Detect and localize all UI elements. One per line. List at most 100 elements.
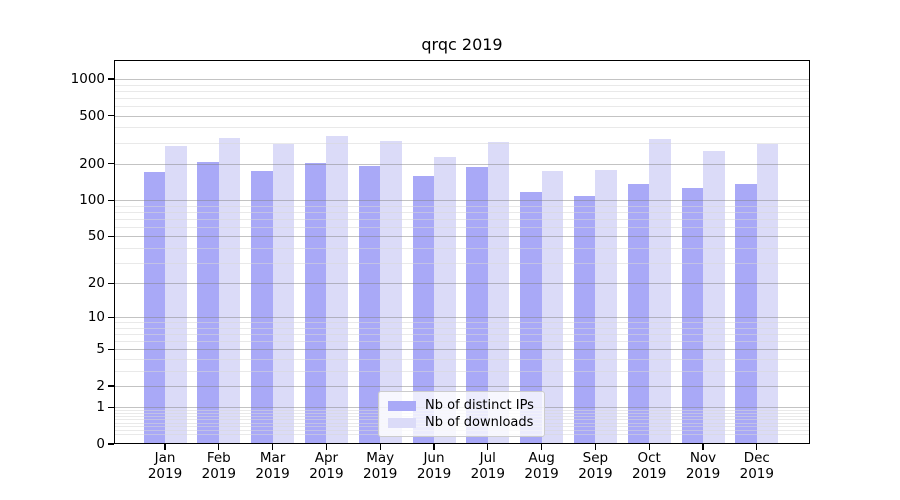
x-tick-year: 2019: [255, 465, 290, 482]
major-gridline: [115, 236, 809, 238]
x-tick-label: Oct 2019: [632, 450, 666, 482]
minor-gridline: [115, 90, 809, 92]
x-tick-label: Mar 2019: [255, 450, 290, 482]
minor-gridline: [115, 97, 809, 99]
legend-label-downloads: Nb of downloads: [425, 415, 534, 430]
x-tick-mark: [540, 444, 543, 450]
x-tick-label: Dec 2019: [739, 450, 774, 482]
minor-gridline: [115, 226, 809, 228]
minor-gridline: [115, 127, 809, 129]
major-gridline: [115, 115, 809, 117]
x-tick-mark: [271, 444, 274, 450]
y-tick-label: 2: [96, 377, 105, 394]
x-tick-month: Jun: [423, 450, 445, 466]
bar-distinct-ips-dec: [735, 184, 757, 444]
minor-gridline: [115, 205, 809, 207]
x-tick-label: Jun 2019: [416, 450, 452, 482]
x-tick-mark: [648, 444, 650, 450]
y-tick-mark: [108, 235, 114, 237]
x-tick-mark: [433, 444, 435, 450]
x-tick-year: 2019: [524, 465, 559, 482]
x-tick-year: 2019: [416, 465, 452, 482]
x-tick-year: 2019: [739, 465, 774, 482]
minor-gridline: [115, 359, 809, 360]
bar-distinct-ips-jun: [412, 175, 434, 444]
major-gridline: [115, 163, 809, 165]
major-gridline: [115, 349, 809, 351]
y-tick-label: 1000: [70, 71, 105, 88]
y-tick-label: 100: [79, 192, 105, 209]
legend-swatch-distinct-ips: [388, 400, 416, 411]
bar-distinct-ips-aug: [520, 191, 542, 444]
x-tick-month: Jul: [479, 450, 496, 466]
x-tick-year: 2019: [470, 465, 505, 482]
y-tick-mark: [108, 406, 114, 408]
legend-label-distinct-ips: Nb of distinct IPs: [425, 398, 534, 413]
x-tick-label: Aug 2019: [524, 450, 559, 482]
minor-gridline: [115, 84, 809, 86]
x-tick-mark: [702, 444, 704, 450]
x-tick-year: 2019: [578, 465, 613, 482]
y-tick-label: 20: [87, 275, 105, 292]
y-tick-label: 50: [87, 228, 105, 245]
x-tick-year: 2019: [201, 465, 236, 482]
legend-item-distinct-ips: Nb of distinct IPs: [388, 398, 535, 413]
minor-gridline: [115, 334, 809, 336]
chart-title: qrqc 2019: [421, 35, 503, 54]
bar-downloads-dec: [756, 143, 779, 444]
minor-gridline: [115, 247, 809, 249]
major-gridline: [115, 79, 809, 80]
x-tick-mark: [756, 444, 758, 450]
x-tick-label: Jan 2019: [148, 450, 182, 482]
y-tick-mark: [108, 199, 114, 201]
minor-gridline: [115, 211, 809, 213]
x-tick-month: Jan: [154, 450, 176, 466]
x-tick-mark: [164, 444, 166, 450]
x-tick-month: Nov: [689, 450, 717, 466]
bar-downloads-jan: [165, 145, 187, 444]
y-tick-label: 10: [87, 309, 105, 326]
x-tick-year: 2019: [685, 465, 721, 482]
minor-gridline: [115, 106, 809, 107]
y-tick-mark: [108, 348, 114, 350]
bar-downloads-nov: [703, 150, 725, 444]
bar-downloads-mar: [272, 143, 295, 444]
x-tick-label: Feb 2019: [201, 450, 236, 482]
x-tick-label: Nov 2019: [685, 450, 721, 482]
bar-downloads-may: [380, 140, 402, 444]
bar-downloads-oct: [649, 138, 671, 444]
x-tick-month: Apr: [314, 450, 339, 466]
x-tick-mark: [379, 444, 381, 450]
bar-distinct-ips-jan: [143, 171, 165, 444]
major-gridline: [115, 386, 809, 387]
minor-gridline: [115, 341, 809, 343]
y-tick-label: 5: [96, 341, 105, 358]
x-tick-label: Sep 2019: [578, 450, 613, 482]
y-tick-mark: [108, 316, 114, 318]
bar-downloads-jun: [434, 156, 456, 444]
bar-downloads-sep: [595, 170, 617, 444]
y-tick-label: 500: [79, 107, 105, 124]
x-tick-mark: [594, 444, 597, 450]
x-tick-year: 2019: [309, 465, 344, 482]
x-tick-month: Oct: [637, 450, 661, 466]
bar-distinct-ips-sep: [573, 195, 596, 444]
bar-distinct-ips-apr: [304, 163, 327, 444]
y-tick-mark: [108, 385, 114, 387]
minor-gridline: [115, 262, 809, 264]
x-tick-mark: [487, 444, 489, 450]
bar-downloads-feb: [218, 137, 241, 444]
bar-distinct-ips-nov: [681, 187, 703, 444]
x-tick-month: Mar: [259, 450, 286, 466]
minor-gridline: [115, 370, 809, 372]
x-tick-year: 2019: [363, 465, 398, 482]
x-tick-month: Feb: [206, 450, 231, 466]
bar-downloads-aug: [541, 170, 564, 444]
bar-downloads-jul: [487, 141, 510, 444]
x-tick-month: Aug: [528, 450, 555, 466]
y-tick-mark: [108, 114, 114, 117]
y-tick-label: 0: [96, 436, 105, 452]
bar-distinct-ips-may: [358, 165, 381, 444]
x-tick-month: Dec: [743, 450, 770, 466]
